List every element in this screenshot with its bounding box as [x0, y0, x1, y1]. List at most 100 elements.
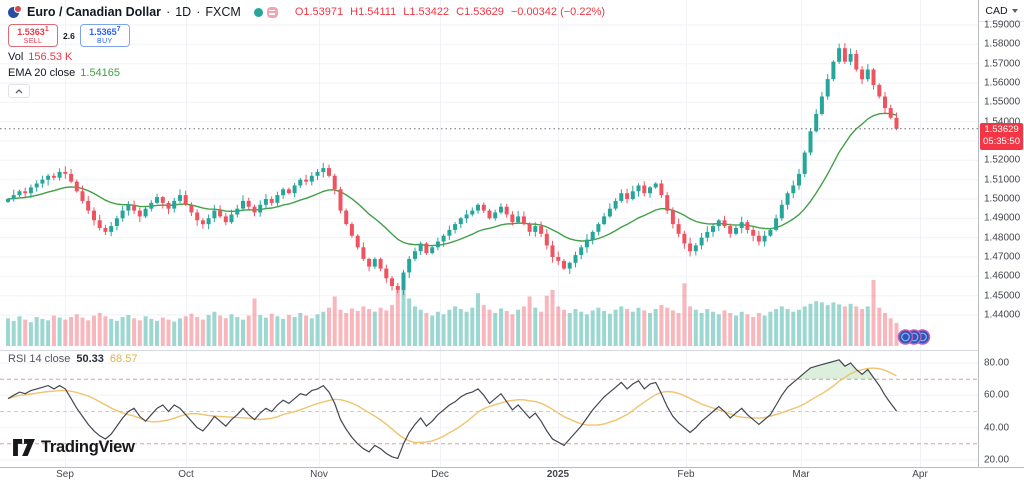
candle-body	[114, 218, 119, 226]
volume-bar	[435, 311, 440, 346]
volume-bar	[682, 283, 687, 346]
candle-body	[883, 96, 887, 109]
volume-bar	[23, 319, 28, 346]
low-value: 1.53422	[409, 6, 450, 18]
candle-body	[779, 204, 784, 219]
volume-bar	[109, 318, 114, 346]
volume-bar	[241, 319, 245, 346]
volume-bar	[6, 318, 10, 346]
volume-bar	[137, 320, 142, 346]
symbol-title-row[interactable]: Euro / Canadian Dollar · 1D · FXCM O1.53…	[8, 5, 605, 19]
volume-bar	[653, 309, 658, 346]
volume-bar	[281, 318, 286, 346]
sell-button[interactable]: 1.53631 SELL	[8, 24, 58, 47]
currency-selector[interactable]: CAD	[979, 0, 1024, 22]
volume-bar	[321, 311, 326, 346]
time-axis[interactable]: Sep Oct Nov Dec 2025 Feb Mar Apr	[0, 467, 1024, 482]
buy-button[interactable]: 1.53657 BUY	[79, 24, 130, 47]
candle-body	[682, 233, 687, 244]
tradingview-logo[interactable]: TradingView	[13, 438, 135, 457]
volume-bar	[648, 313, 652, 346]
candle-body	[321, 168, 326, 172]
candle-body	[183, 195, 188, 205]
candle-body	[653, 183, 658, 188]
candle-body	[235, 208, 240, 215]
volume-bar	[57, 317, 62, 346]
volume-bar	[481, 305, 486, 346]
candle-body	[602, 216, 607, 225]
candle-body	[120, 210, 125, 219]
candle-body	[596, 224, 601, 232]
candles-layer	[6, 43, 899, 296]
candle-body	[430, 247, 435, 254]
candle-body	[802, 152, 807, 174]
candle-body	[17, 191, 22, 196]
volume-bar	[407, 298, 412, 346]
exchange-label[interactable]: FXCM	[205, 5, 241, 19]
volume-bar	[579, 311, 584, 346]
separator: ·	[196, 5, 201, 19]
volume-bar	[441, 314, 446, 346]
chart-legend: Euro / Canadian Dollar · 1D · FXCM O1.53…	[8, 5, 605, 98]
volume-bar	[504, 311, 509, 346]
ema-indicator-legend[interactable]: EMA 20 close 1.54165	[8, 67, 121, 79]
volume-bar	[894, 322, 899, 346]
volume-bar	[510, 314, 515, 346]
rsi-tick-label: 20.00	[984, 454, 1010, 466]
rsi-tick-label: 80.00	[984, 357, 1010, 369]
candle-body	[97, 220, 102, 228]
volume-bar	[802, 306, 807, 346]
volume-bar	[516, 309, 521, 346]
market-open-dot-icon[interactable]	[253, 7, 263, 17]
candle-body	[567, 262, 572, 269]
volume-bar	[453, 306, 458, 346]
candle-body	[172, 200, 177, 209]
volume-indicator-legend[interactable]: Vol 156.53 K	[8, 51, 73, 63]
chart-plot-area[interactable]	[0, 0, 978, 467]
candle-body	[848, 54, 853, 62]
spread-value: 2.6	[63, 30, 75, 41]
volume-bar	[447, 309, 452, 346]
volume-bar	[304, 315, 309, 346]
candle-body	[648, 187, 652, 194]
candle-body	[510, 214, 515, 223]
volume-bar	[487, 309, 492, 346]
volume-bar	[246, 315, 251, 346]
candle-body	[212, 210, 217, 219]
candle-body	[166, 202, 171, 209]
volume-bar	[762, 315, 767, 346]
volume-bar	[212, 311, 217, 346]
time-axis-label: 2025	[546, 469, 570, 480]
candle-body	[716, 220, 721, 227]
interval-label[interactable]: 1D	[175, 5, 192, 19]
symbol-name[interactable]: Euro / Canadian Dollar	[27, 5, 162, 19]
volume-bar	[527, 296, 532, 346]
volume-bar	[97, 313, 102, 346]
price-axis[interactable]: CAD 1.53629 05:35:50 1.59000 1.58000 1.570…	[978, 0, 1024, 467]
candle-body	[51, 175, 56, 178]
event-bubbles[interactable]	[897, 329, 931, 345]
candle-body	[544, 233, 549, 246]
volume-bar	[166, 319, 171, 346]
rsi-indicator-legend[interactable]: RSI 14 close 50.33 68.57	[8, 353, 138, 365]
candle-body	[453, 224, 458, 230]
volume-bar	[349, 308, 354, 346]
volume-bar	[676, 313, 681, 346]
volume-bar	[734, 315, 738, 346]
candle-body	[756, 235, 761, 242]
rsi-tick-label: 60.00	[984, 389, 1010, 401]
volume-bar	[235, 317, 240, 346]
candle-body	[590, 231, 595, 240]
candle-body	[286, 189, 291, 194]
notifications-icon[interactable]	[266, 6, 278, 18]
candle-body	[418, 243, 423, 252]
candle-body	[487, 210, 492, 219]
volume-bar	[155, 320, 159, 346]
candle-body	[34, 183, 39, 188]
candle-body	[6, 199, 10, 202]
volume-bar	[590, 310, 595, 346]
volume-bar	[584, 314, 589, 346]
collapse-legend-button[interactable]	[8, 84, 30, 98]
volume-bar	[642, 310, 647, 346]
candle-body	[103, 228, 108, 232]
